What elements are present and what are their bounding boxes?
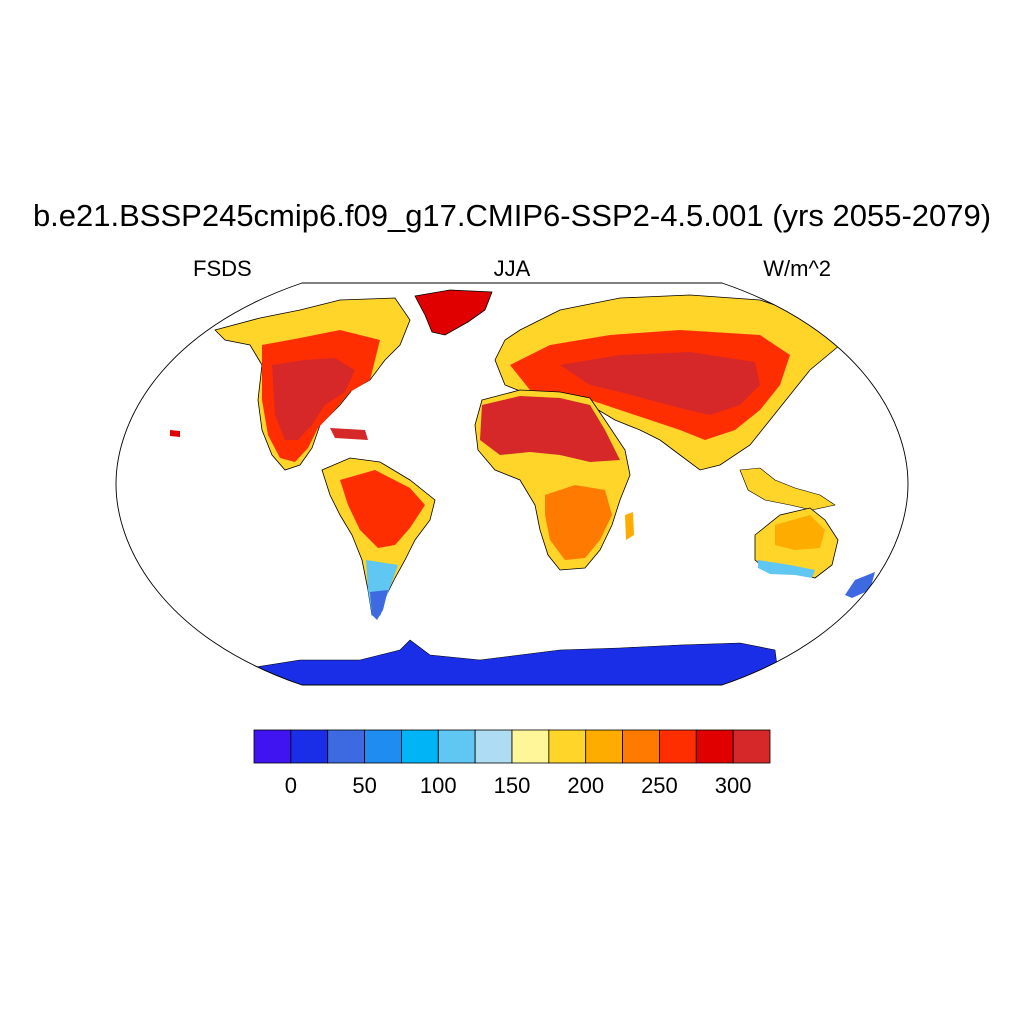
- eurasia-core: [560, 352, 760, 415]
- hawaii-land: [170, 430, 180, 437]
- south-america-hot: [340, 470, 425, 548]
- north-america-core: [272, 358, 355, 440]
- madagascar-land: [625, 512, 634, 540]
- caribbean-land: [330, 428, 368, 440]
- new-zealand-land: [845, 572, 875, 598]
- antarctica-land: [249, 639, 781, 685]
- africa-hot: [480, 396, 620, 462]
- map-boundary: [115, 282, 909, 686]
- greenland-land: [414, 289, 493, 336]
- plot-title: b.e21.BSSP245cmip6.f09_g17.CMIP6-SSP2-4.…: [32, 198, 992, 233]
- australia-south: [758, 560, 815, 578]
- season-label: JJA: [493, 256, 531, 281]
- africa-south-hot: [545, 485, 612, 560]
- maritime-se-asia-land: [739, 467, 836, 511]
- australia-hot: [775, 515, 825, 550]
- south-america-tip: [370, 590, 388, 620]
- units-label: W/m^2: [763, 256, 831, 281]
- variable-label: FSDS: [193, 256, 252, 281]
